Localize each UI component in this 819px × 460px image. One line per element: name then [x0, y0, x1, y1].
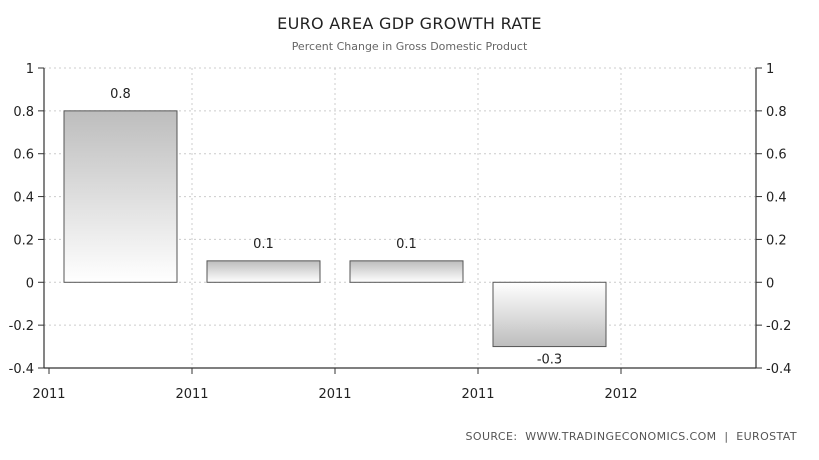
y-tick-label-right: 0 — [766, 276, 774, 291]
labels: 1 1 0.8 0.8 0.6 0.6 0.4 0.4 0.2 0.2 0 0 -0.2 -0.2 -0.4… — [9, 62, 792, 402]
source-separator: | — [724, 430, 729, 443]
y-tick-label-left: -0.2 — [9, 319, 34, 334]
source-label: SOURCE: — [465, 430, 518, 443]
x-tick-label: 2011 — [32, 387, 65, 402]
bar — [492, 281, 607, 348]
x-tick-label: 2011 — [175, 387, 208, 402]
chart-title: EURO AREA GDP GROWTH RATE — [277, 14, 542, 33]
source-credit: SOURCE: WWW.TRADINGECONOMICS.COM | EUROS… — [466, 430, 797, 443]
chart-subtitle: Percent Change in Gross Domestic Product — [291, 40, 528, 53]
x-tick-label: 2012 — [604, 387, 637, 402]
y-tick-label-right: 0.6 — [766, 148, 787, 163]
bar — [349, 260, 464, 283]
source-org: EUROSTAT — [736, 430, 797, 443]
y-tick-label-left: 0.6 — [13, 148, 34, 163]
data-label: -0.3 — [537, 353, 562, 368]
x-tick-label: 2011 — [318, 387, 351, 402]
source-site-link[interactable]: WWW.TRADINGECONOMICS.COM — [525, 430, 717, 443]
axes — [38, 67, 762, 374]
y-tick-label-right: 1 — [766, 62, 774, 77]
data-label: 0.1 — [253, 237, 274, 252]
y-tick-label-left: -0.4 — [9, 362, 34, 377]
y-tick-label-left: 1 — [26, 62, 34, 77]
data-label: 0.8 — [110, 87, 131, 102]
y-tick-label-left: 0.2 — [13, 233, 34, 248]
bars — [63, 110, 607, 348]
y-tick-label-left: 0.8 — [13, 105, 34, 120]
data-label: 0.1 — [396, 237, 417, 252]
y-tick-label-right: 0.4 — [766, 191, 787, 206]
bar — [206, 260, 321, 283]
y-tick-label-left: 0 — [26, 276, 34, 291]
y-tick-label-left: 0.4 — [13, 191, 34, 206]
bar — [63, 110, 178, 283]
y-tick-label-right: 0.2 — [766, 233, 787, 248]
y-tick-label-right: -0.4 — [766, 362, 791, 377]
y-tick-label-right: -0.2 — [766, 319, 791, 334]
y-tick-label-right: 0.8 — [766, 105, 787, 120]
x-tick-label: 2011 — [461, 387, 494, 402]
